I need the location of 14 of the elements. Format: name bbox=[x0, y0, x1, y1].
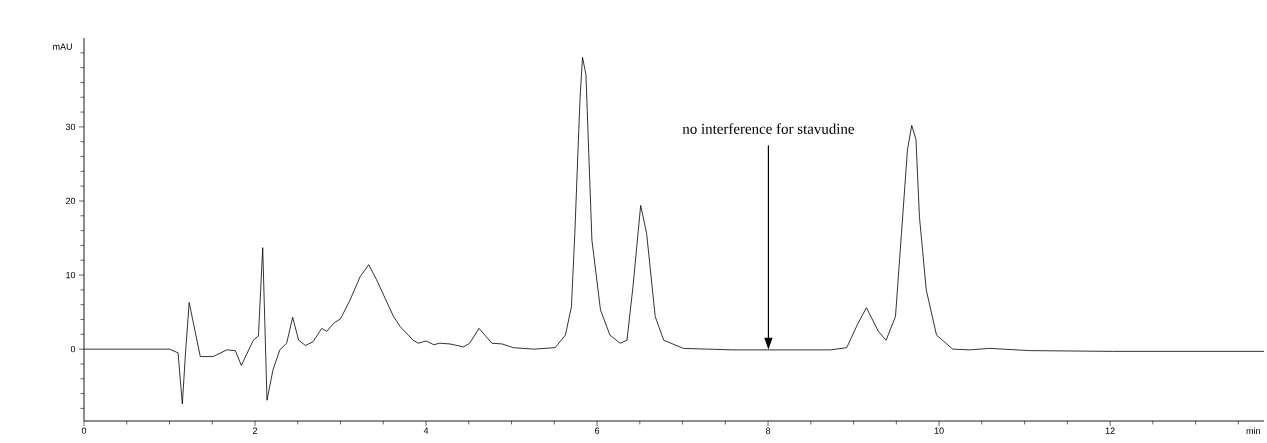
x-tick-label: 6 bbox=[595, 427, 600, 434]
x-tick-label: 12 bbox=[1105, 427, 1115, 434]
annotation: no interference for stavudine bbox=[682, 123, 854, 134]
x-tick-label: 0 bbox=[81, 427, 87, 434]
y-tick-label: 0 bbox=[70, 345, 76, 353]
x-tick-label: 10 bbox=[934, 427, 944, 434]
y-tick-label: 30 bbox=[65, 123, 76, 131]
x-tick-label: 2 bbox=[252, 427, 258, 434]
y-axis-title: mAU bbox=[53, 43, 72, 50]
x-tick-label: 8 bbox=[765, 427, 771, 434]
y-tick-label: 20 bbox=[65, 197, 76, 205]
y-tick-label: 10 bbox=[66, 271, 76, 279]
x-axis-title: min bbox=[1246, 427, 1260, 435]
x-tick-label: 4 bbox=[423, 427, 429, 434]
